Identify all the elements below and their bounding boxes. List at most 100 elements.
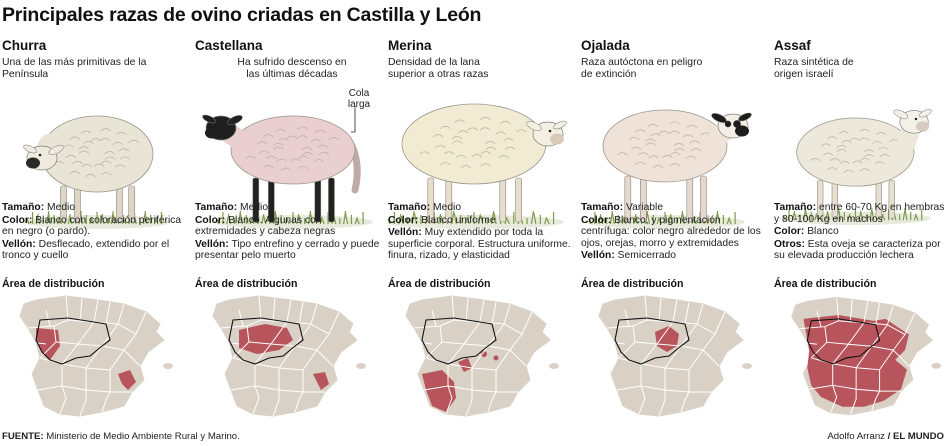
- grass-blade: [438, 213, 442, 225]
- map-province-border: [664, 349, 720, 371]
- breed-attributes: Tamaño: Variable Color: Blanco, y pigmen…: [581, 202, 767, 263]
- wool-curl: [119, 156, 131, 160]
- grass-blade: [321, 218, 325, 225]
- map-province-border: [465, 390, 473, 417]
- wool-curl: [310, 138, 322, 143]
- grass-blade: [480, 215, 484, 225]
- wool-curl: [690, 148, 702, 152]
- map-province-border: [875, 303, 881, 325]
- wool-curl: [273, 142, 284, 147]
- grass-blade: [90, 218, 94, 225]
- wool-curl: [78, 150, 90, 154]
- wool-curl: [821, 143, 832, 147]
- wool-curl: [85, 174, 96, 178]
- wool-curl: [647, 123, 659, 127]
- breed-attributes: Tamaño: Medio Color: Blanco con coloraci…: [2, 202, 188, 263]
- wool-curl: [278, 137, 289, 142]
- grass-blade: [825, 210, 829, 221]
- wool-curl: [101, 160, 112, 164]
- grass-blade: [284, 216, 288, 225]
- wool-curl: [841, 140, 852, 144]
- wool-curl: [669, 121, 680, 125]
- map-province-border: [101, 391, 111, 413]
- map-province-border: [445, 385, 453, 415]
- map-highlight-dot: [481, 351, 487, 357]
- grass-blade: [144, 212, 148, 225]
- map-island: [163, 363, 173, 369]
- grass-blade: [464, 216, 468, 225]
- grass-blade: [546, 218, 550, 225]
- grass-blade: [226, 213, 230, 225]
- attr-size: Tamaño: Medio: [2, 202, 76, 213]
- wool-curl: [635, 162, 646, 166]
- map-island: [742, 363, 752, 369]
- grass-blade: [112, 212, 116, 225]
- map-province-border: [59, 385, 67, 415]
- breed-description: Una de las más primitivas de la Penínsul…: [2, 57, 147, 80]
- sheep-leg: [624, 175, 632, 223]
- sheep-muzzle: [26, 157, 40, 169]
- map-province-border: [849, 299, 853, 323]
- wool-curl: [876, 132, 887, 136]
- grass-blade: [57, 216, 61, 225]
- wool-curl: [617, 152, 628, 156]
- wool-curl: [628, 136, 640, 141]
- wool-curl: [318, 151, 330, 155]
- wool-curl: [273, 146, 284, 150]
- wool-curl: [662, 155, 673, 159]
- wool-curl: [245, 155, 256, 159]
- sheep-illustration-merina: [388, 103, 567, 229]
- sheep-leg: [252, 177, 260, 223]
- wool-curl: [823, 152, 834, 156]
- breed-name: Assaf: [774, 38, 811, 53]
- attr-size: Tamaño: Medio: [195, 202, 269, 213]
- wool-curl: [686, 124, 698, 128]
- sheep-ear: [48, 145, 64, 155]
- source-text: Ministerio de Medio Ambiente Rural y Mar…: [46, 431, 240, 442]
- wool-curl: [104, 151, 115, 155]
- wool-curl: [78, 146, 90, 150]
- wool-curl: [258, 150, 270, 154]
- map-province-border: [272, 390, 280, 417]
- grass-blade: [354, 216, 358, 225]
- grass-blade: [491, 210, 495, 225]
- distribution-title: Área de distribución: [774, 278, 877, 290]
- wool-curl: [674, 148, 685, 152]
- sheep-ear: [553, 120, 567, 130]
- sheep-ear: [227, 115, 243, 125]
- wool-curl: [93, 163, 105, 167]
- wool-curl: [81, 164, 93, 168]
- grass-blade: [860, 212, 864, 221]
- grass-blade: [319, 216, 323, 225]
- map-province-border: [491, 301, 497, 325]
- wool-curl: [118, 148, 130, 152]
- sheep-muzzle: [915, 121, 930, 132]
- wool-curl: [638, 152, 649, 156]
- footer-source: FUENTE: Ministerio de Medio Ambiente Rur…: [2, 431, 240, 442]
- distribution-title: Área de distribución: [388, 278, 491, 290]
- grass-blade: [80, 212, 84, 225]
- sheep-body: [401, 103, 547, 185]
- wool-curl: [65, 154, 77, 159]
- sheep-ear: [893, 109, 909, 119]
- wool-curl: [852, 160, 863, 164]
- wool-curl: [503, 138, 514, 142]
- grass-blade: [728, 218, 732, 225]
- wool-curl: [827, 136, 838, 140]
- wool-curl: [328, 137, 340, 141]
- grass-blade: [792, 210, 796, 221]
- source-label: FUENTE:: [2, 431, 44, 442]
- wool-curl: [652, 164, 664, 168]
- map-highlight-region: [458, 358, 472, 372]
- wool-curl: [635, 129, 646, 133]
- wool-curl: [863, 149, 874, 153]
- wool-curl: [115, 164, 126, 168]
- map-province-border: [471, 349, 527, 371]
- map-province-border: [658, 390, 666, 417]
- wool-curl: [838, 131, 849, 135]
- breed-attributes: Tamaño: Medio Color: Blanco. Algunas con…: [195, 202, 381, 263]
- distribution-map-churra: [19, 295, 173, 417]
- map-castilla-leon-outline: [614, 317, 690, 365]
- grass-blade: [67, 213, 71, 225]
- map-province-border: [680, 391, 690, 413]
